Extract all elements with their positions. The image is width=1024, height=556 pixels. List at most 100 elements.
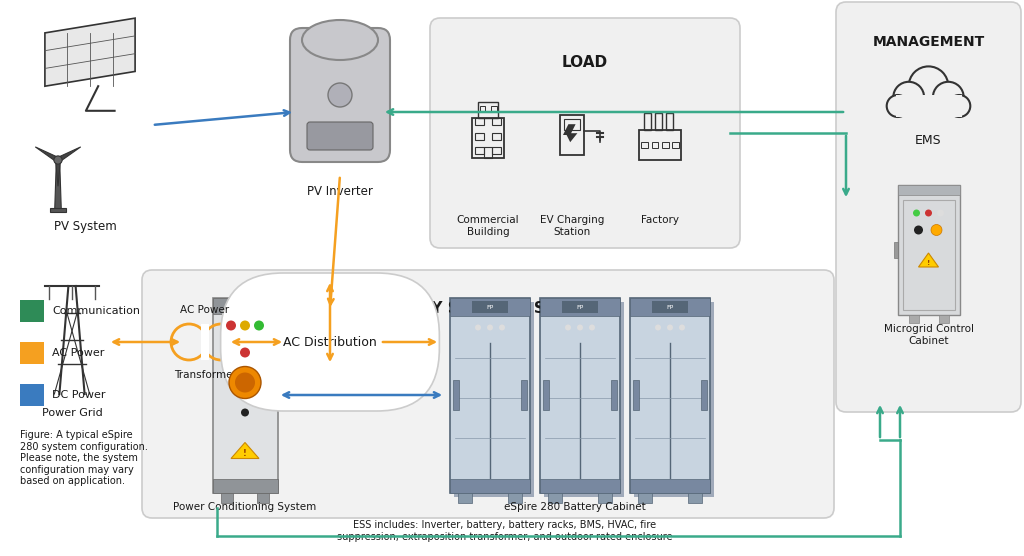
Text: eSpire 280 Battery Cabinet: eSpire 280 Battery Cabinet bbox=[504, 502, 646, 512]
Text: Microgrid Control
Cabinet: Microgrid Control Cabinet bbox=[884, 324, 974, 346]
Polygon shape bbox=[919, 253, 939, 267]
Circle shape bbox=[679, 325, 685, 330]
Bar bbox=[20, 384, 44, 406]
Circle shape bbox=[54, 156, 62, 164]
Text: Power Grid: Power Grid bbox=[42, 408, 102, 418]
Bar bbox=[666, 113, 673, 130]
Text: LOAD: LOAD bbox=[562, 54, 608, 70]
Bar bbox=[20, 300, 44, 322]
Text: !: ! bbox=[243, 449, 247, 458]
Bar bbox=[20, 342, 44, 364]
Bar bbox=[896, 95, 962, 117]
Bar bbox=[939, 315, 948, 323]
Bar bbox=[562, 300, 598, 312]
Bar bbox=[508, 493, 522, 503]
Bar bbox=[894, 242, 897, 258]
Circle shape bbox=[931, 225, 942, 236]
Bar bbox=[453, 380, 459, 410]
Text: Communication: Communication bbox=[52, 306, 140, 316]
Bar bbox=[544, 301, 624, 497]
FancyBboxPatch shape bbox=[290, 28, 390, 162]
Bar bbox=[560, 115, 584, 155]
Circle shape bbox=[328, 83, 352, 107]
Circle shape bbox=[948, 95, 971, 117]
Bar bbox=[634, 301, 714, 497]
Circle shape bbox=[254, 320, 264, 330]
Bar bbox=[521, 380, 527, 410]
Circle shape bbox=[655, 325, 662, 330]
Bar bbox=[213, 297, 278, 493]
Bar bbox=[908, 315, 919, 323]
Bar bbox=[475, 147, 483, 154]
Bar bbox=[221, 493, 233, 503]
FancyBboxPatch shape bbox=[836, 2, 1021, 412]
Bar bbox=[655, 113, 662, 130]
Bar bbox=[450, 297, 530, 493]
Polygon shape bbox=[231, 443, 259, 459]
Polygon shape bbox=[55, 160, 60, 186]
Text: Transformer: Transformer bbox=[173, 370, 237, 380]
Bar bbox=[478, 102, 498, 118]
Bar bbox=[897, 185, 959, 315]
Bar bbox=[492, 106, 497, 111]
Text: !: ! bbox=[927, 260, 930, 266]
Circle shape bbox=[908, 66, 948, 106]
Bar bbox=[644, 113, 650, 130]
Bar bbox=[540, 297, 620, 493]
Bar bbox=[450, 297, 530, 315]
Text: ENERGY STORAGE SYSTEM: ENERGY STORAGE SYSTEM bbox=[374, 300, 602, 315]
Bar bbox=[652, 300, 688, 312]
Text: EV Charging
Station: EV Charging Station bbox=[540, 215, 604, 237]
Bar bbox=[630, 297, 710, 315]
Bar bbox=[450, 479, 530, 493]
Text: Power Conditioning System: Power Conditioning System bbox=[173, 502, 316, 512]
Circle shape bbox=[240, 320, 250, 330]
Text: AC Power: AC Power bbox=[180, 305, 229, 315]
Circle shape bbox=[234, 373, 255, 393]
Bar bbox=[493, 147, 501, 154]
Bar bbox=[630, 297, 710, 493]
Bar bbox=[458, 493, 472, 503]
Text: FP: FP bbox=[667, 305, 674, 310]
Polygon shape bbox=[45, 18, 135, 86]
Circle shape bbox=[887, 95, 908, 117]
Text: AC Distribution: AC Distribution bbox=[283, 335, 377, 349]
Bar bbox=[889, 90, 968, 117]
Text: DC Power: DC Power bbox=[52, 390, 105, 400]
Bar bbox=[688, 493, 702, 503]
Ellipse shape bbox=[302, 20, 378, 60]
Bar bbox=[213, 479, 278, 493]
Bar bbox=[201, 324, 209, 360]
Bar bbox=[540, 479, 620, 493]
Polygon shape bbox=[35, 147, 59, 162]
Circle shape bbox=[589, 325, 595, 330]
Bar bbox=[543, 380, 549, 410]
Bar bbox=[493, 118, 501, 125]
Text: Factory: Factory bbox=[641, 215, 679, 225]
FancyBboxPatch shape bbox=[307, 122, 373, 150]
Circle shape bbox=[226, 320, 236, 330]
Circle shape bbox=[667, 325, 673, 330]
Circle shape bbox=[229, 366, 261, 399]
Circle shape bbox=[565, 325, 571, 330]
Bar bbox=[483, 146, 493, 158]
Bar bbox=[639, 130, 681, 160]
Bar bbox=[662, 142, 669, 148]
Bar bbox=[472, 118, 504, 158]
Bar bbox=[701, 380, 707, 410]
Text: EMS: EMS bbox=[915, 133, 942, 146]
Bar bbox=[213, 297, 278, 314]
Circle shape bbox=[577, 325, 583, 330]
Circle shape bbox=[914, 226, 923, 235]
Bar bbox=[257, 493, 269, 503]
Bar bbox=[548, 493, 562, 503]
Bar bbox=[472, 300, 508, 312]
Bar bbox=[902, 200, 954, 310]
Text: AC Power: AC Power bbox=[52, 348, 104, 358]
Bar bbox=[638, 493, 652, 503]
Circle shape bbox=[937, 210, 944, 216]
Polygon shape bbox=[563, 124, 578, 142]
Text: FP: FP bbox=[486, 305, 494, 310]
Bar bbox=[475, 118, 483, 125]
Text: MANAGEMENT: MANAGEMENT bbox=[872, 35, 985, 49]
